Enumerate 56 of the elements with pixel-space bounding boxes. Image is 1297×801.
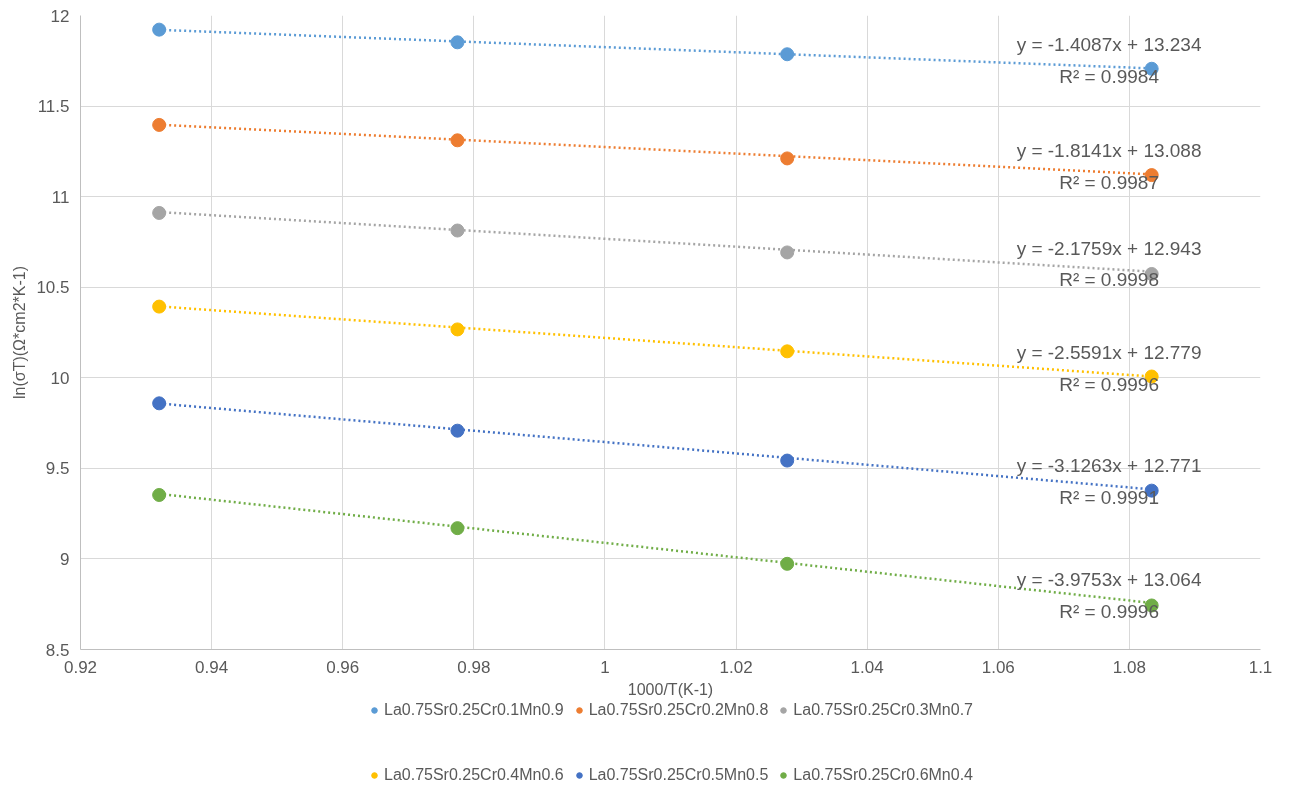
annotation: R² = 0.9998 bbox=[1059, 269, 1159, 291]
annotation: R² = 0.9987 bbox=[1059, 172, 1159, 194]
annotation: y = -1.8141x + 13.088 bbox=[1016, 140, 1202, 162]
annotation: R² = 0.9991 bbox=[1059, 487, 1159, 509]
point bbox=[780, 556, 795, 571]
point bbox=[780, 245, 795, 260]
annotation: y = -2.5591x + 12.779 bbox=[1016, 342, 1202, 364]
x-tick-label: 0.92 bbox=[63, 657, 98, 677]
point bbox=[450, 35, 465, 50]
point bbox=[780, 344, 795, 359]
x-tick-label: 1.08 bbox=[1112, 657, 1146, 677]
annotation: y = -1.4087x + 13.234 bbox=[1016, 34, 1202, 56]
y-axis-title: ln(σT)(Ω*cm2*K-1) bbox=[11, 266, 29, 399]
x-axis-title: 1000/T(K-1) bbox=[627, 680, 714, 698]
x-tick-label: 1.02 bbox=[719, 657, 753, 677]
x-tick-label: 1 bbox=[600, 657, 610, 677]
point bbox=[780, 453, 795, 468]
x-tick-label: 0.98 bbox=[457, 657, 491, 677]
x-tick-label: 1.1 bbox=[1248, 657, 1273, 677]
annotation: R² = 0.9996 bbox=[1059, 374, 1159, 396]
point bbox=[152, 205, 167, 220]
y-tick-label: 12 bbox=[50, 6, 70, 26]
y-tick-label: 11.5 bbox=[37, 97, 70, 117]
legend-label: La0.75Sr0.25Cr0.2Mn0.8 bbox=[588, 701, 769, 719]
y-tick-label: 8.5 bbox=[45, 640, 70, 660]
legend-label: La0.75Sr0.25Cr0.5Mn0.5 bbox=[588, 766, 769, 784]
point bbox=[450, 423, 465, 438]
point bbox=[450, 133, 465, 148]
point bbox=[152, 22, 167, 37]
x-tick-label: 0.96 bbox=[326, 657, 360, 677]
annotation: R² = 0.9996 bbox=[1059, 600, 1159, 622]
x-tick-label: 1.04 bbox=[850, 657, 884, 677]
legend-label: La0.75Sr0.25Cr0.4Mn0.6 bbox=[383, 766, 564, 784]
point bbox=[152, 396, 167, 411]
annotation: R² = 0.9984 bbox=[1059, 66, 1160, 88]
annotation: y = -3.9753x + 13.064 bbox=[1016, 568, 1202, 590]
x-tick-label: 1.06 bbox=[981, 657, 1015, 677]
point bbox=[152, 299, 167, 314]
point bbox=[450, 322, 465, 337]
legend-label: La0.75Sr0.25Cr0.6Mn0.4 bbox=[793, 766, 974, 784]
point bbox=[152, 488, 167, 502]
y-tick-label: 10.5 bbox=[36, 278, 70, 298]
annotation: y = -2.1759x + 12.943 bbox=[1016, 237, 1202, 259]
y-tick-label: 10 bbox=[50, 368, 70, 388]
point bbox=[450, 223, 465, 238]
annotation: y = -3.1263x + 12.771 bbox=[1016, 455, 1202, 477]
point bbox=[780, 47, 795, 62]
point bbox=[152, 117, 167, 132]
point bbox=[450, 521, 465, 536]
y-tick-label: 9 bbox=[60, 549, 70, 569]
point bbox=[780, 151, 795, 166]
legend-label: La0.75Sr0.25Cr0.1Mn0.9 bbox=[383, 701, 564, 719]
y-tick-label: 9.5 bbox=[45, 459, 70, 479]
legend-label: La0.75Sr0.25Cr0.3Mn0.7 bbox=[793, 701, 974, 719]
y-tick-label: 11 bbox=[51, 187, 70, 207]
x-tick-label: 0.94 bbox=[195, 657, 229, 677]
